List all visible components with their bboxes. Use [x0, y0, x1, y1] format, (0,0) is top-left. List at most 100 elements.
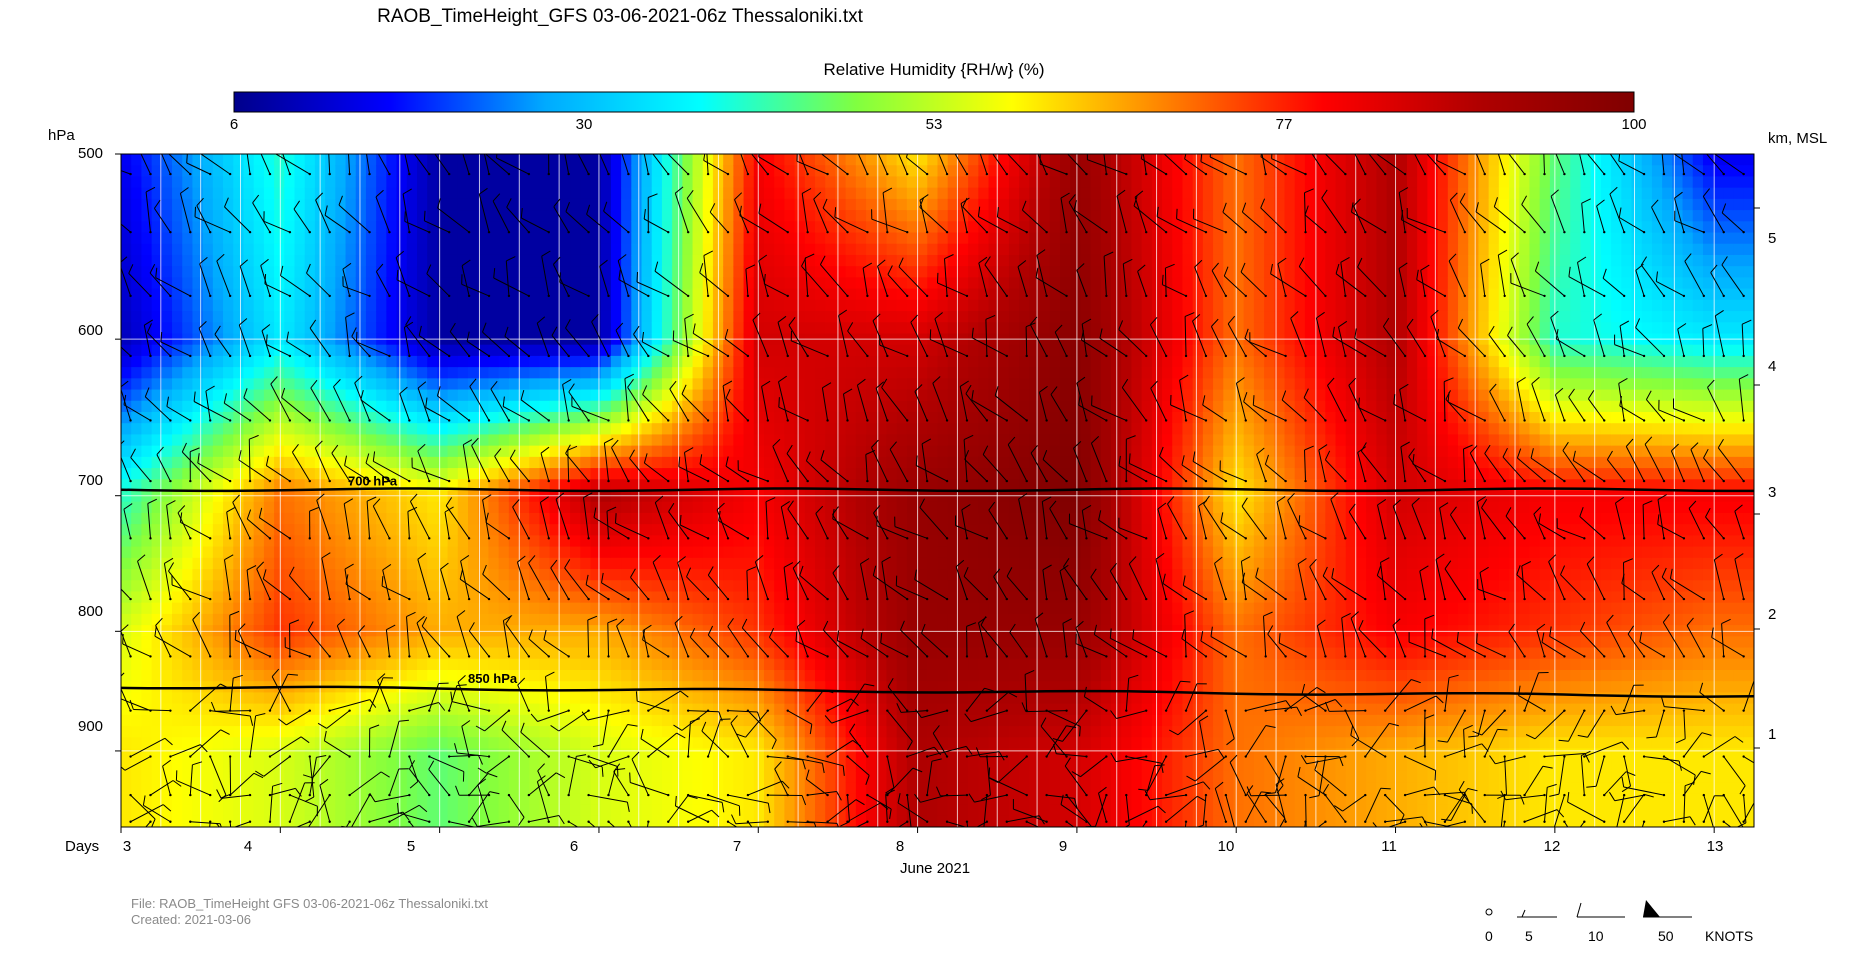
- heat-cell: [498, 288, 510, 301]
- heat-cell: [498, 591, 510, 604]
- heat-cell: [794, 221, 806, 234]
- heat-cell: [763, 703, 775, 716]
- heat-cell: [498, 815, 510, 827]
- heat-cell: [876, 411, 888, 424]
- heat-cell: [876, 737, 888, 750]
- heat-cell: [243, 456, 255, 469]
- heat-cell: [437, 512, 449, 525]
- heat-cell: [661, 759, 673, 772]
- heat-cell: [723, 479, 734, 492]
- heat-cell: [590, 344, 602, 357]
- heat-cell: [223, 759, 234, 772]
- heat-cell: [580, 456, 592, 469]
- heat-cell: [917, 737, 928, 750]
- heat-cell: [621, 726, 632, 738]
- heat-cell: [274, 232, 285, 245]
- heat-cell: [233, 198, 245, 211]
- heat-cell: [815, 490, 826, 503]
- heat-cell: [733, 669, 745, 682]
- heat-cell: [508, 815, 520, 827]
- heat-cell: [774, 355, 786, 368]
- heat-cell: [661, 468, 673, 480]
- heat-cell: [365, 288, 377, 301]
- heat-cell: [355, 411, 367, 424]
- heat-cell: [539, 423, 551, 436]
- heat-cell: [672, 512, 683, 525]
- heat-cell: [141, 591, 153, 604]
- heat-cell: [947, 759, 959, 772]
- heat-cell: [325, 569, 336, 581]
- heat-cell: [386, 737, 398, 750]
- heat-cell: [886, 602, 898, 615]
- heat-cell: [763, 221, 775, 234]
- heat-cell: [478, 658, 490, 671]
- heat-cell: [427, 782, 438, 794]
- heat-cell: [896, 355, 908, 368]
- heat-cell: [947, 221, 959, 234]
- heat-cell: [886, 311, 898, 323]
- heat-cell: [559, 198, 571, 211]
- heat-cell: [886, 613, 898, 626]
- heat-cell: [763, 445, 775, 458]
- heat-cell: [539, 636, 551, 649]
- heat-cell: [172, 198, 183, 211]
- heat-cell: [355, 176, 367, 189]
- heat-cell: [947, 681, 959, 693]
- heat-cell: [610, 299, 622, 312]
- heat-cell: [141, 210, 153, 222]
- heat-cell: [621, 748, 632, 761]
- heat-cell: [610, 782, 622, 794]
- heat-cell: [906, 737, 918, 750]
- heat-cell: [335, 636, 347, 649]
- heat-cell: [917, 456, 928, 469]
- heat-cell: [845, 479, 857, 492]
- heat-cell: [692, 669, 704, 682]
- heat-cell: [804, 254, 816, 267]
- heat-cell: [192, 512, 204, 525]
- heat-cell: [815, 423, 826, 436]
- heat-cell: [947, 658, 959, 671]
- heat-cell: [457, 423, 469, 436]
- heat-cell: [182, 355, 194, 368]
- heat-cell: [539, 378, 551, 391]
- heat-cell: [896, 726, 908, 738]
- heat-cell: [396, 815, 408, 827]
- heat-cell: [406, 748, 418, 761]
- heat-cell: [355, 557, 367, 570]
- heat-cell: [692, 546, 704, 559]
- heat-cell: [508, 524, 520, 536]
- heat-cell: [253, 748, 265, 761]
- heat-cell: [927, 198, 939, 211]
- heat-cell: [651, 400, 663, 413]
- heat-cell: [304, 176, 316, 189]
- heat-cell: [172, 815, 183, 827]
- heat-cell: [233, 512, 245, 525]
- heat-cell: [570, 311, 581, 323]
- heat-cell: [304, 479, 316, 492]
- heat-cell: [192, 154, 204, 166]
- heat-cell: [498, 580, 510, 593]
- heat-cell: [723, 322, 734, 335]
- heat-cell: [345, 658, 357, 671]
- heat-cell: [957, 322, 969, 335]
- heat-cell: [825, 815, 837, 827]
- heat-cell: [529, 681, 541, 693]
- heat-cell: [406, 770, 418, 783]
- heat-cell: [151, 389, 163, 402]
- heat-cell: [233, 535, 245, 548]
- heat-cell: [396, 770, 408, 783]
- heat-cell: [161, 636, 173, 649]
- heat-cell: [478, 254, 490, 267]
- heat-cell: [488, 602, 500, 615]
- heat-cell: [498, 165, 510, 178]
- heat-cell: [957, 658, 969, 671]
- heat-cell: [396, 299, 408, 312]
- heat-cell: [825, 524, 837, 536]
- heat-cell: [672, 311, 683, 323]
- heat-cell: [957, 815, 969, 827]
- heat-cell: [519, 322, 530, 335]
- heat-cell: [600, 636, 612, 649]
- heat-cell: [896, 176, 908, 189]
- heat-cell: [917, 669, 928, 682]
- heat-cell: [488, 569, 500, 581]
